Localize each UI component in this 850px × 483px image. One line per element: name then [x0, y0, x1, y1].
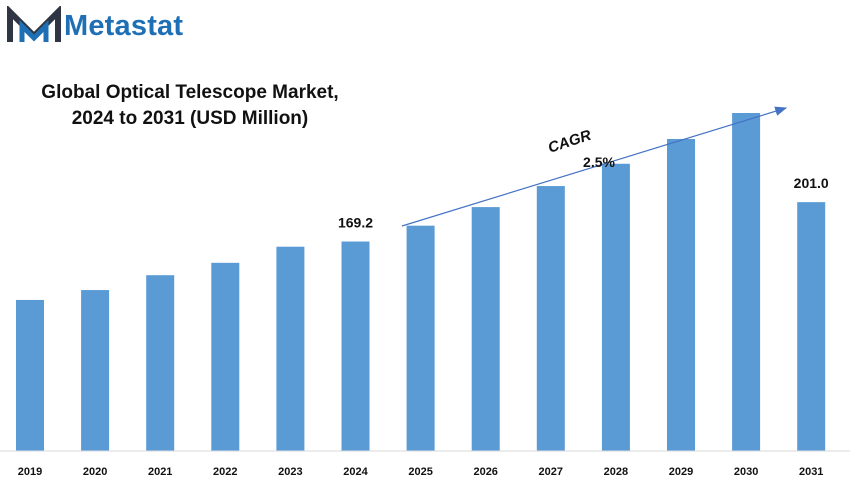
bar-2023	[276, 246, 305, 451]
bar-2020	[81, 290, 110, 451]
chart-title-line-1: Global Optical Telescope Market,	[41, 82, 339, 103]
bar-2026	[471, 207, 500, 451]
x-tick-label-2025: 2025	[408, 466, 432, 478]
data-label-2024: 169.2	[338, 215, 373, 231]
brand-logo: Metastat	[6, 6, 183, 46]
bar-2025	[406, 225, 435, 451]
cagr-arrow	[401, 106, 788, 227]
cagr-label: CAGR	[546, 127, 593, 157]
x-tick-label-2030: 2030	[734, 466, 758, 478]
bar-2019	[16, 299, 44, 451]
data-label-2031: 201.0	[794, 175, 829, 191]
x-tick-label-2021: 2021	[148, 466, 172, 478]
bar-2030	[732, 113, 761, 451]
metastat-m-logo-icon	[7, 6, 61, 42]
bar-2024	[341, 241, 370, 451]
bar-2028	[601, 163, 630, 451]
x-tick-label-2028: 2028	[604, 466, 628, 478]
x-tick-label-2020: 2020	[83, 466, 107, 478]
bar-2021	[146, 275, 175, 451]
chart-title: Global Optical Telescope Market, 2024 to…	[30, 80, 350, 132]
brand-name: Metastat	[64, 9, 184, 42]
x-tick-label-2026: 2026	[473, 466, 497, 478]
x-tick-label-2022: 2022	[213, 466, 237, 478]
cagr-value: 2.5%	[583, 154, 615, 170]
x-tick-label-2023: 2023	[278, 466, 302, 478]
x-tick-label-2019: 2019	[18, 466, 42, 478]
x-tick-label-2024: 2024	[343, 466, 368, 478]
bar-2029	[667, 139, 695, 451]
bar-2027	[536, 186, 565, 452]
bar-2031	[797, 202, 826, 451]
x-tick-label-2029: 2029	[669, 466, 693, 478]
chart-title-line-2: 2024 to 2031 (USD Million)	[71, 108, 309, 129]
bar-2022	[211, 262, 240, 451]
x-tick-label-2027: 2027	[539, 466, 563, 478]
x-tick-label-2031: 2031	[799, 466, 823, 478]
